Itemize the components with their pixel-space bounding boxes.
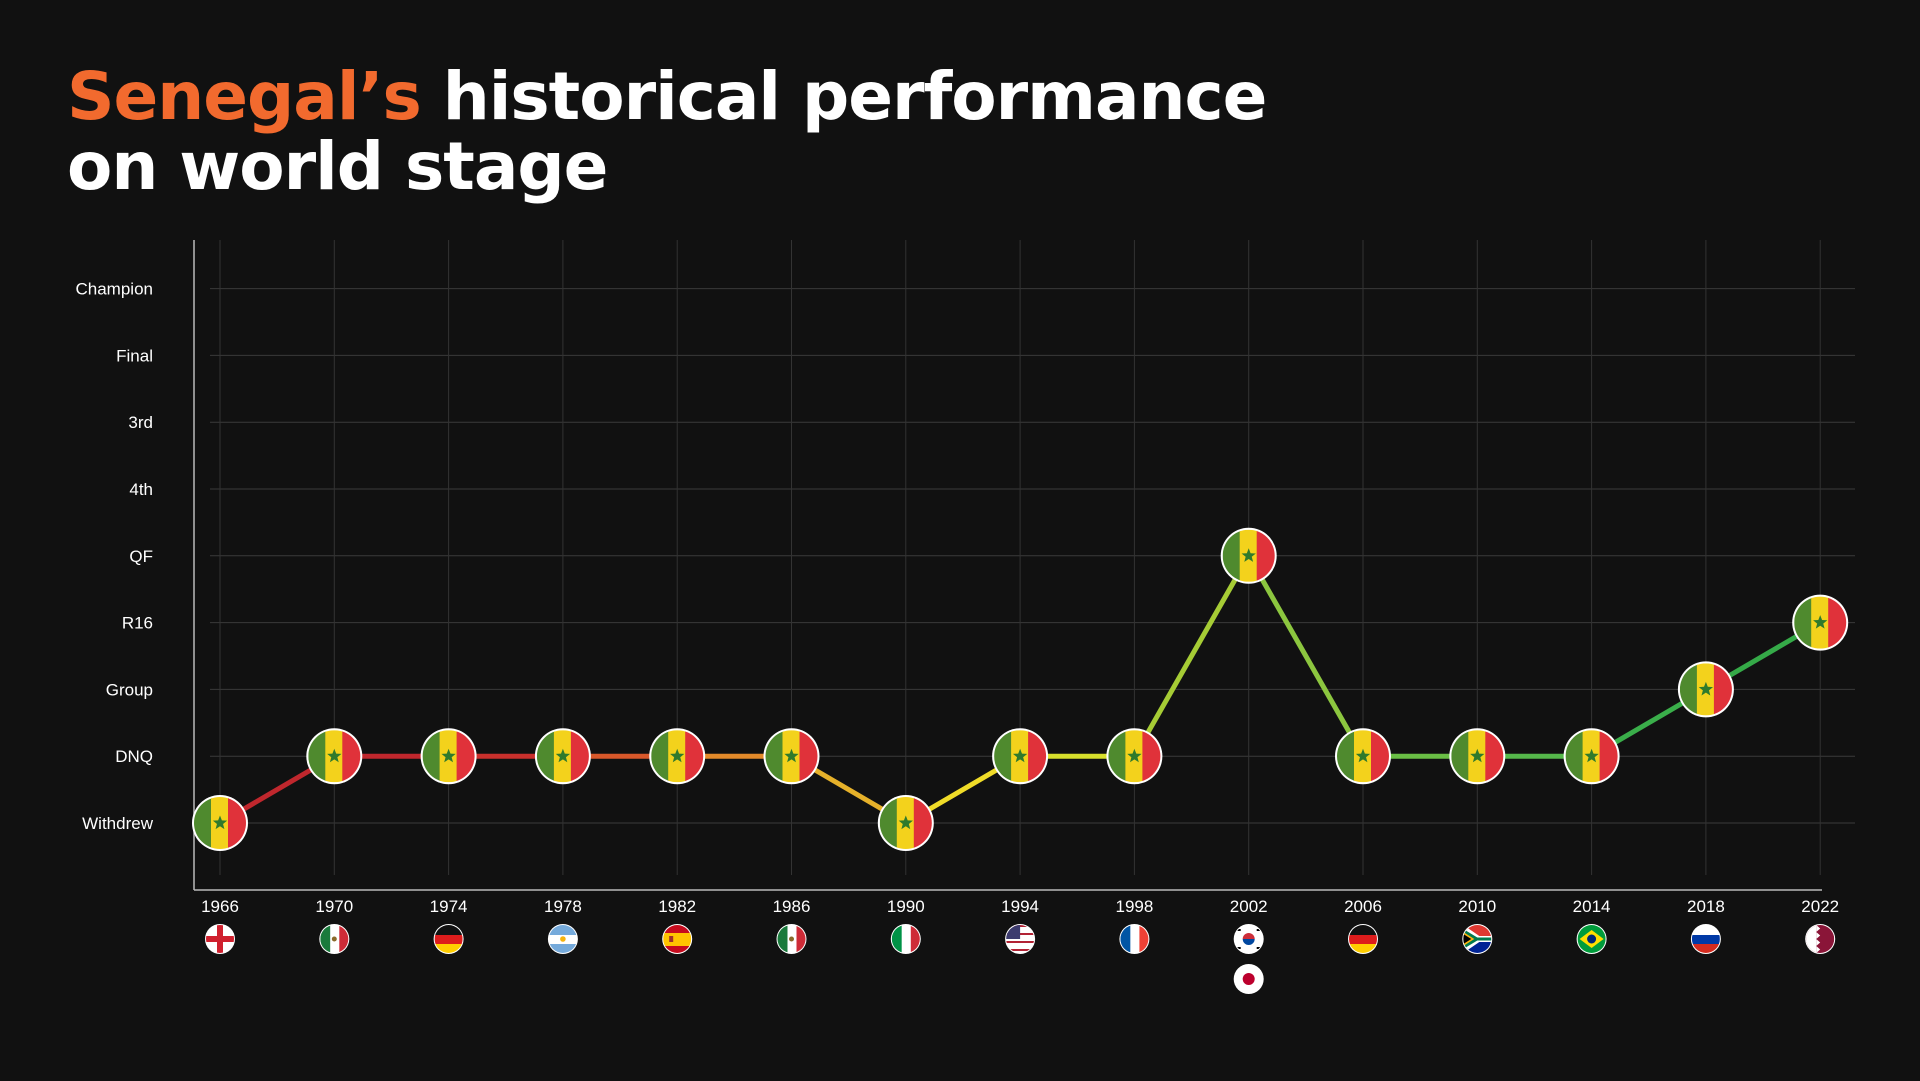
france-flag-icon [1119, 924, 1150, 954]
data-point [992, 728, 1049, 785]
x-tick-label: 1994 [1001, 897, 1039, 916]
x-axis-labels: 1966 1970 1974 1978 1982 1986 1990 1994 1998 2002… [201, 897, 1839, 916]
germany-flag-icon [433, 924, 464, 954]
data-point [877, 795, 934, 851]
data-point [649, 728, 706, 785]
japan-flag-icon [1233, 964, 1264, 994]
x-tick-label: 1982 [658, 897, 696, 916]
data-point [1677, 661, 1734, 718]
x-tick-label: 1998 [1115, 897, 1153, 916]
data-point [1220, 527, 1277, 584]
data-point [420, 728, 477, 785]
x-tick-label: 1966 [201, 897, 239, 916]
data-point [763, 728, 820, 785]
y-tick-label: QF [129, 547, 153, 566]
italy-flag-icon [890, 924, 921, 954]
y-axis-labels: Withdrew DNQ Group R16 QF 4th 3rd Final Champion [76, 280, 154, 833]
y-tick-label: Final [116, 346, 153, 365]
x-tick-label: 1978 [544, 897, 582, 916]
title-line2: on world stage [67, 128, 608, 205]
x-tick-label: 1974 [430, 897, 468, 916]
germany-flag-icon [1348, 924, 1378, 954]
x-tick-label: 2002 [1230, 897, 1268, 916]
x-tick-label: 2006 [1344, 897, 1382, 916]
qatar-flag-icon [1805, 924, 1836, 954]
mexico-flag-icon [776, 924, 807, 954]
host-flags [205, 924, 1836, 994]
usa-flag-icon [1005, 924, 1036, 954]
y-tick-label: DNQ [115, 747, 153, 766]
axes [193, 240, 1822, 891]
england-flag-icon [205, 924, 235, 954]
x-tick-label: 2010 [1458, 897, 1496, 916]
chart-title: Senegal’s historical performance on worl… [67, 62, 1267, 205]
data-point [1335, 728, 1391, 785]
x-tick-label: 2014 [1573, 897, 1611, 916]
south-korea-flag-icon [1233, 924, 1264, 954]
x-tick-label: 1990 [887, 897, 925, 916]
spain-flag-icon [662, 924, 693, 954]
argentina-flag-icon [547, 924, 578, 954]
senegal-markers [192, 527, 1849, 851]
y-tick-label: R16 [122, 614, 153, 633]
x-tick-label: 1986 [773, 897, 811, 916]
y-tick-label: Group [106, 680, 153, 699]
y-tick-label: Champion [76, 280, 154, 299]
y-tick-label: Withdrew [82, 814, 154, 833]
data-point [306, 728, 363, 785]
south-africa-flag-icon [1462, 924, 1493, 954]
data-point [1563, 728, 1620, 785]
x-tick-label: 2018 [1687, 897, 1725, 916]
data-point [1449, 728, 1506, 785]
y-tick-label: 3rd [128, 413, 153, 432]
title-highlight: Senegal’s [67, 58, 422, 135]
title-rest: historical performance [420, 58, 1268, 135]
y-tick-label: 4th [129, 480, 153, 499]
mexico-flag-icon [319, 924, 350, 954]
brazil-flag-icon [1576, 924, 1607, 954]
line-segment [1246, 553, 1366, 759]
x-tick-label: 1970 [315, 897, 353, 916]
data-point [1106, 728, 1163, 785]
line-segment [1131, 553, 1252, 759]
data-point [192, 795, 248, 851]
data-point [1792, 594, 1849, 651]
data-point [534, 728, 591, 785]
russia-flag-icon [1690, 924, 1721, 954]
x-tick-label: 2022 [1801, 897, 1839, 916]
